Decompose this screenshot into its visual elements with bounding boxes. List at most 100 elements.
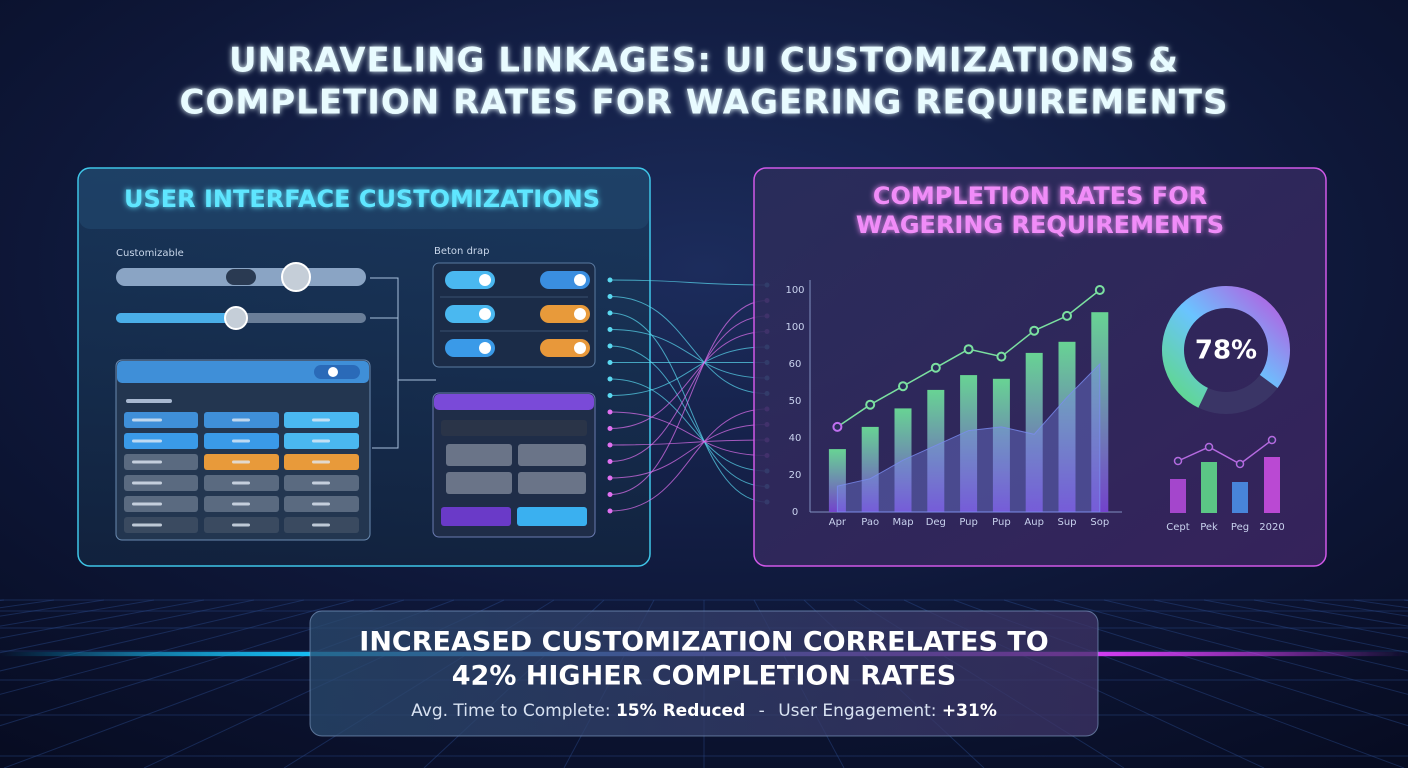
bar: [992, 378, 1010, 512]
wire-dot: [607, 360, 613, 365]
wire-dot: [607, 277, 613, 283]
cell-line: [312, 460, 330, 464]
cell-line: [126, 399, 172, 403]
wire-dot: [607, 475, 613, 481]
cell-line: [312, 481, 330, 485]
line-point: [898, 381, 908, 392]
form-button[interactable]: [441, 507, 511, 526]
cell-line: [312, 523, 330, 527]
bar: [1170, 479, 1186, 513]
cell-line: [132, 481, 162, 485]
cell-line: [132, 460, 162, 464]
wire: [609, 279, 768, 286]
wire: [609, 300, 768, 495]
wire-dot: [607, 459, 613, 464]
line-point: [963, 344, 974, 355]
toggle-knob: [574, 308, 586, 320]
x-tick-label: Pek: [1200, 522, 1218, 533]
cell-line: [132, 418, 162, 422]
wire-dot: [607, 393, 613, 398]
line-point: [832, 421, 843, 432]
wire-dot: [607, 492, 613, 497]
stat-value: +31%: [942, 701, 997, 721]
title: UNRAVELING LINKAGES: UI CUSTOMIZATIONS &: [229, 41, 1179, 81]
toggles: [440, 271, 590, 357]
charts: 0 20 40 50 60 100 100 Apr Pao Map Deg Pup Pup Aup Sup S…: [785, 285, 1290, 533]
wire-dot: [607, 310, 613, 316]
headline: 42% HIGHER COMPLETION RATES: [452, 661, 956, 692]
wire: [609, 315, 768, 462]
cell-line: [312, 439, 330, 443]
cell-line: [232, 481, 250, 485]
form-button[interactable]: [517, 507, 587, 526]
wire-dot: [607, 442, 613, 448]
floor-line: [1053, 599, 1408, 695]
slider-fill: [116, 313, 236, 323]
wire: [609, 296, 768, 394]
line-point: [930, 362, 941, 373]
line-point: [1094, 285, 1105, 295]
line-point: [1062, 310, 1072, 321]
toggle-knob: [479, 308, 491, 320]
floor-line: [1153, 599, 1408, 654]
bar: [1264, 457, 1280, 513]
line-point: [1204, 442, 1214, 452]
cell-line: [132, 439, 162, 443]
panel-title: USER INTERFACE CUSTOMIZATIONS: [124, 185, 600, 213]
y-tick-label: 60: [789, 359, 802, 370]
slider-knob[interactable]: [224, 306, 248, 330]
form-cell: [518, 444, 586, 466]
cell-line: [132, 523, 162, 527]
toggle-knob: [574, 274, 586, 286]
bar: [828, 449, 846, 512]
y-tick-label: 40: [789, 433, 802, 444]
cell-line: [312, 502, 330, 506]
slider-segment: [226, 269, 256, 285]
panel-header: [79, 169, 649, 229]
line-point: [996, 351, 1007, 362]
wire-dot: [607, 327, 613, 332]
donut-label: 78%: [1195, 336, 1257, 366]
line-point: [1029, 325, 1040, 336]
slider-knob[interactable]: [281, 262, 311, 292]
toggle-knob: [328, 367, 338, 377]
floor-line: [0, 599, 205, 639]
bar: [1058, 341, 1076, 512]
wire: [609, 346, 768, 396]
wire: [609, 345, 768, 487]
line-point: [1267, 435, 1277, 445]
stat-value: 15% Reduced: [616, 701, 745, 721]
wire: [609, 439, 768, 446]
x-tick-label: Sop: [1090, 517, 1109, 528]
form-field: [441, 420, 587, 436]
stat-label: User Engagement:: [778, 701, 936, 721]
bar: [927, 389, 945, 512]
floor-line: [0, 599, 255, 654]
floor-line: [1103, 599, 1408, 672]
wire-dot: [607, 426, 613, 431]
panel-title: COMPLETION RATES FOR: [873, 182, 1207, 210]
line-point: [1235, 459, 1245, 469]
area: [836, 362, 1101, 513]
y-tick-label: 20: [789, 470, 802, 481]
connector-arrows: [370, 277, 436, 449]
form-cells: [441, 420, 587, 526]
stats-line: Avg. Time to Complete: 15% Reduced - Use…: [411, 701, 997, 721]
wire: [609, 329, 768, 379]
bar: [1232, 482, 1248, 513]
x-tick-label: Map: [892, 517, 913, 528]
x-tick-label: Pup: [959, 517, 978, 528]
donut-arc: [1162, 286, 1290, 408]
form-cell: [518, 472, 586, 494]
cell-line: [232, 418, 250, 422]
headline: INCREASED CUSTOMIZATION CORRELATES TO: [359, 627, 1048, 658]
cell-line: [232, 460, 250, 464]
wire: [609, 378, 768, 472]
x-tick-label: Deg: [926, 517, 946, 528]
form-header: [434, 394, 594, 410]
y-tick-label: 100: [785, 285, 804, 296]
table-header: [117, 361, 369, 383]
line: [1177, 439, 1273, 465]
